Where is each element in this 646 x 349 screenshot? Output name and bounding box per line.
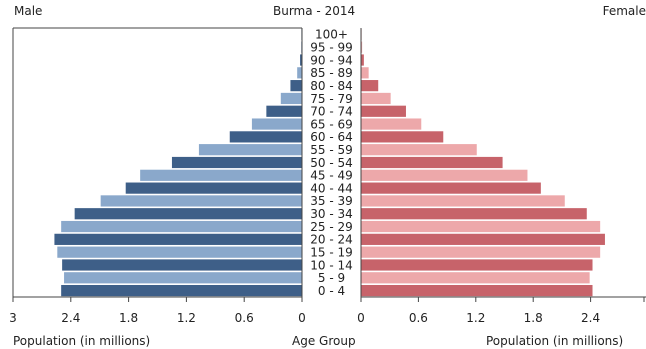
age-group-tick-label: 50 - 54 [310, 156, 353, 170]
female-bar [361, 54, 364, 66]
male-bar [64, 272, 302, 284]
age-group-tick-label: 100+ [315, 28, 348, 42]
female-bar [361, 118, 422, 130]
female-label: Female [602, 4, 646, 18]
female-bar [361, 67, 369, 79]
age-group-tick-label: 60 - 64 [310, 130, 353, 144]
male-bar [54, 233, 302, 245]
age-group-tick-label: 0 - 4 [318, 284, 345, 298]
x-tick-label: 2.4 [61, 311, 80, 325]
male-bar [297, 67, 302, 79]
female-bar [361, 131, 444, 143]
female-bar [361, 208, 587, 220]
age-group-tick-label: 5 - 9 [318, 271, 345, 285]
male-bar [300, 54, 302, 66]
female-bar [361, 80, 379, 92]
female-bar [361, 156, 503, 169]
female-bar [361, 246, 601, 258]
male-bar [198, 144, 302, 156]
female-bar [361, 92, 391, 105]
age-group-tick-label: 30 - 34 [310, 207, 353, 221]
female-bar [361, 105, 406, 117]
male-bar [125, 182, 303, 194]
x-tick-label: 0.6 [235, 311, 254, 325]
female-bar [361, 169, 528, 181]
age-group-tick-label: 70 - 74 [310, 105, 353, 119]
x-tick-label: 3 [9, 311, 17, 325]
male-bar [74, 208, 302, 220]
male-bar [251, 118, 302, 130]
male-bar [229, 131, 302, 143]
x-tick-label: 0 [357, 311, 365, 325]
age-group-tick-label: 95 - 99 [310, 41, 353, 55]
x-tick-label: 1.2 [466, 311, 485, 325]
age-group-tick-label: 80 - 84 [310, 79, 353, 93]
age-group-tick-label: 25 - 29 [310, 220, 353, 234]
female-bar [361, 182, 541, 194]
male-bar [61, 220, 302, 233]
x-tick-label: 0 [298, 311, 306, 325]
x-tick-label: 0.6 [409, 311, 428, 325]
age-group-tick-label: 40 - 44 [310, 181, 353, 195]
female-axis-title: Population (in millions) [486, 334, 624, 348]
female-bar [361, 284, 593, 297]
male-bar [171, 156, 302, 169]
age-group-tick-label: 10 - 14 [310, 258, 353, 272]
age-group-label: Age Group [292, 334, 356, 348]
age-group-tick-label: 20 - 24 [310, 233, 353, 247]
female-bar [361, 220, 601, 233]
age-group-tick-label: 35 - 39 [310, 194, 353, 208]
chart-title: Burma - 2014 [273, 4, 356, 18]
age-group-tick-label: 90 - 94 [310, 53, 353, 67]
female-bar [361, 41, 363, 53]
male-label: Male [14, 4, 43, 18]
age-group-tick-label: 65 - 69 [310, 117, 353, 131]
male-bar [140, 169, 302, 181]
female-bar [361, 272, 590, 284]
male-bar [100, 195, 302, 207]
male-bar [266, 105, 302, 117]
male-bar [62, 259, 302, 271]
male-bar [57, 246, 303, 258]
x-tick-label: 1.8 [524, 311, 543, 325]
male-axis-title: Population (in millions) [13, 334, 151, 348]
age-group-tick-label: 45 - 49 [310, 169, 353, 183]
male-bar [290, 80, 302, 92]
male-bar [280, 92, 302, 105]
male-bar [61, 284, 302, 297]
age-group-tick-label: 75 - 79 [310, 92, 353, 106]
female-bar [361, 233, 605, 245]
x-tick-label: 2.4 [581, 311, 600, 325]
x-tick-label: 1.8 [119, 311, 138, 325]
age-group-tick-label: 85 - 89 [310, 66, 353, 80]
age-group-tick-label: 55 - 59 [310, 143, 353, 157]
female-bar [361, 259, 593, 271]
x-tick-label: 1.2 [177, 311, 196, 325]
female-bar [361, 144, 477, 156]
female-bar [361, 195, 565, 207]
age-group-tick-label: 15 - 19 [310, 245, 353, 259]
